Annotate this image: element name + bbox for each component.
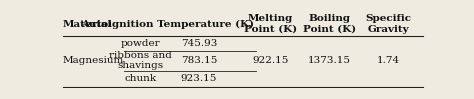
Text: 1373.15: 1373.15 (308, 56, 351, 65)
Text: ribbons and
shavings: ribbons and shavings (109, 51, 172, 70)
Text: Specific
Gravity: Specific Gravity (365, 14, 411, 34)
Text: Magnesium: Magnesium (63, 56, 124, 65)
Text: 922.15: 922.15 (252, 56, 289, 65)
Text: Autoignition Temperature (K): Autoignition Temperature (K) (81, 20, 254, 29)
Text: 1.74: 1.74 (376, 56, 400, 65)
Text: Melting
Point (K): Melting Point (K) (244, 14, 297, 34)
Text: chunk: chunk (124, 74, 156, 83)
Text: 745.93: 745.93 (181, 39, 217, 48)
Text: Boiling
Point (K): Boiling Point (K) (303, 14, 356, 34)
Text: Material: Material (63, 20, 112, 29)
Text: powder: powder (120, 39, 160, 48)
Text: 783.15: 783.15 (181, 56, 217, 65)
Text: 923.15: 923.15 (181, 74, 217, 83)
